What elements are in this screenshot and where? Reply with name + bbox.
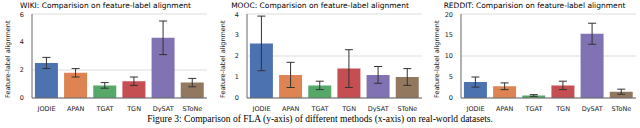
- html-text:Figure 3: Comparison of FLA (y: Figure 3: Comparison of FLA (y-axis) of …: [147, 114, 493, 124]
- svg-text:Feature-label alignment: Feature-label alignment: [219, 20, 227, 98]
- html-text:MOOC: Comparision on feature-l: MOOC: Comparision on feature-label align…: [231, 1, 409, 10]
- svg-text:SToNe: SToNe: [397, 105, 417, 112]
- svg-text:SToNe: SToNe: [182, 105, 202, 112]
- svg-text:1: 1: [234, 73, 238, 81]
- svg-text:TGN: TGN: [555, 105, 570, 112]
- svg-text:0: 0: [449, 94, 453, 102]
- html-text:REDDIT: Comparision on feature: REDDIT: Comparision on feature-label ali…: [443, 1, 626, 10]
- svg-text:0: 0: [234, 94, 238, 102]
- svg-text:TGAT: TGAT: [310, 105, 328, 112]
- html-text:WIKI: Comparision on feature-l: WIKI: Comparision on feature-label align…: [20, 1, 191, 10]
- svg-text:20: 20: [445, 11, 453, 19]
- svg-text:JODIE: JODIE: [466, 105, 485, 112]
- svg-text:DySAT: DySAT: [582, 105, 603, 112]
- svg-text:APAN: APAN: [282, 105, 299, 112]
- svg-text:4: 4: [234, 11, 238, 19]
- svg-text:3: 3: [234, 31, 238, 39]
- svg-text:APAN: APAN: [67, 105, 84, 112]
- svg-text:5: 5: [449, 73, 453, 81]
- svg-text:APAN: APAN: [496, 105, 513, 112]
- svg-text:2: 2: [20, 66, 24, 74]
- svg-text:JODIE: JODIE: [251, 105, 270, 112]
- svg-text:4: 4: [20, 38, 24, 46]
- svg-text:15: 15: [445, 31, 453, 39]
- svg-text:Feature-label alignment: Feature-label alignment: [433, 20, 441, 98]
- svg-text:6: 6: [20, 11, 24, 19]
- svg-text:10: 10: [445, 52, 453, 60]
- svg-text:DySAT: DySAT: [153, 105, 174, 112]
- svg-text:TGN: TGN: [126, 105, 141, 112]
- svg-text:TGAT: TGAT: [95, 105, 113, 112]
- svg-text:0: 0: [20, 94, 24, 102]
- svg-text:TGAT: TGAT: [524, 105, 542, 112]
- svg-text:JODIE: JODIE: [37, 105, 56, 112]
- svg-text:TGN: TGN: [341, 105, 356, 112]
- svg-text:DySAT: DySAT: [367, 105, 388, 112]
- svg-text:SToNe: SToNe: [611, 105, 631, 112]
- svg-text:2: 2: [234, 52, 238, 60]
- svg-text:Feature-label alignment: Feature-label alignment: [8, 20, 12, 98]
